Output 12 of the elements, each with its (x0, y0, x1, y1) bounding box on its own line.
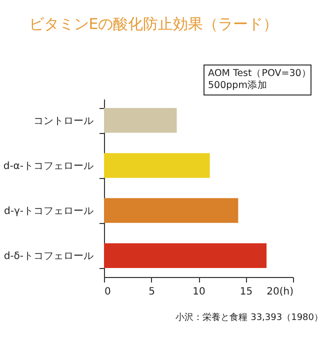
y-tick-label: d-γ-トコフェロール (4, 206, 94, 218)
x-tick-label: 5 (148, 286, 155, 298)
y-tick-label: コントロール (34, 116, 94, 127)
x-tick-label: 15 (240, 286, 253, 298)
x-tick-label: 20(h) (266, 286, 294, 298)
x-tick-label: 0 (104, 286, 111, 298)
text: 小沢：栄養と食糧 33,393（1980） (176, 312, 323, 323)
text: AOM Test（POV=30） 500ppm添加 (208, 68, 312, 91)
y-tick-label: d-δ-トコフェロール (4, 251, 94, 262)
x-tick-label: 10 (192, 286, 206, 298)
chart-title: ビタミンEの酸化防止効果（ラード） (28, 15, 278, 33)
y-tick-label: d-α-トコフェロール (3, 160, 94, 172)
